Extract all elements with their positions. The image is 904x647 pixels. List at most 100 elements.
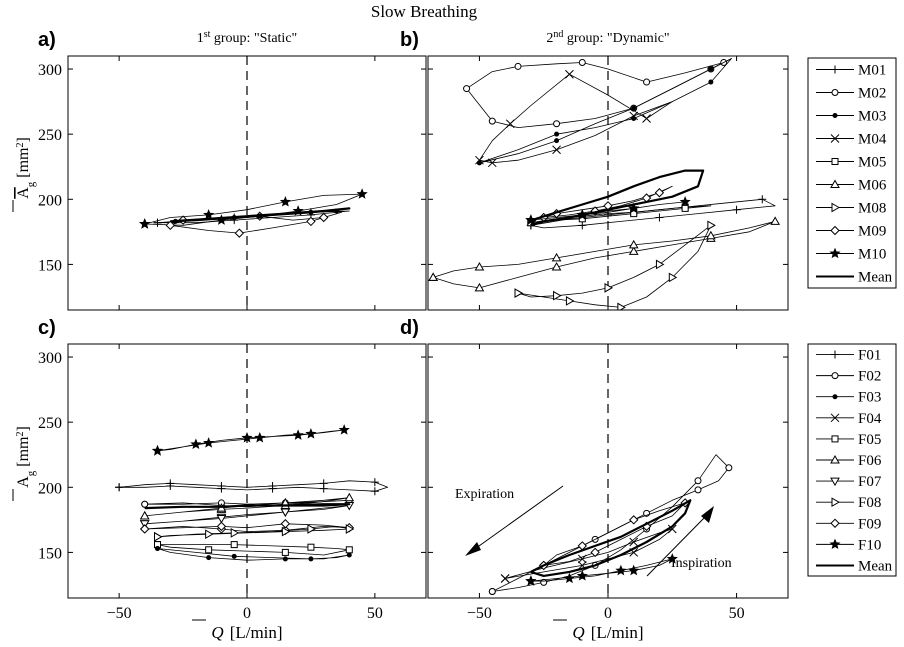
y-tick-label: 250	[38, 127, 62, 144]
legend-label: F10	[858, 537, 881, 553]
legend-label: M05	[858, 155, 886, 171]
legend-frame	[807, 57, 897, 289]
marker-m01	[655, 213, 664, 222]
marker-f05	[205, 546, 213, 554]
marker-m02	[578, 59, 586, 67]
series-group	[428, 58, 781, 310]
legend-marker	[830, 179, 840, 188]
legend-marker	[830, 477, 840, 487]
svg-text:Ag[mm2]: Ag[mm2]	[15, 426, 38, 488]
marker-f02	[725, 464, 733, 472]
legend-item: M01	[816, 63, 886, 79]
legend-label: Mean	[858, 270, 893, 286]
series-group	[139, 188, 368, 238]
marker-f07	[280, 508, 291, 518]
marker-m04	[475, 155, 484, 165]
x-tick-label: −50	[467, 605, 492, 622]
marker-m08	[604, 282, 614, 293]
marker-f09	[590, 547, 600, 558]
legend-label: M03	[858, 109, 886, 125]
marker-m08	[553, 290, 562, 301]
series-group	[115, 424, 389, 562]
marker-m04	[642, 114, 651, 123]
legend-marker	[831, 435, 839, 443]
legend-marker	[830, 454, 840, 464]
legend-item: F04	[816, 411, 882, 427]
marker-f06	[344, 492, 355, 502]
marker-m10	[356, 188, 368, 199]
legend-marker	[832, 394, 838, 400]
legend-item: F10	[816, 537, 881, 553]
series-m08	[517, 224, 712, 308]
panel-title-static: 1st group: "Static"	[197, 29, 298, 47]
legend-top: M01 M02 M03 M04 M05 M06 M08 M09 M10 Mean	[807, 57, 897, 289]
panel-d: −50 0 50	[427, 343, 789, 622]
expiration-arrow-head	[465, 542, 481, 556]
series-mean	[530, 499, 692, 578]
marker-f02	[694, 486, 702, 494]
x-tick-label: 0	[243, 605, 251, 622]
legend-marker	[832, 113, 838, 118]
marker-f03	[308, 556, 314, 562]
marker-f10	[254, 431, 266, 443]
marker-f07	[216, 515, 227, 524]
marker-m03	[708, 66, 714, 72]
marker-m08	[668, 272, 678, 283]
marker-f08	[230, 528, 240, 538]
legend-marker	[830, 134, 840, 143]
legend-item: M08	[816, 201, 886, 217]
marker-f02	[488, 587, 496, 595]
y-tick-label: 150	[38, 257, 62, 274]
marker-m10	[279, 196, 291, 207]
panel-label-b: b)	[400, 29, 419, 51]
marker-f10	[190, 438, 202, 449]
legend-item: F06	[816, 453, 882, 469]
marker-m10	[203, 209, 215, 220]
marker-m06	[628, 239, 639, 249]
marker-m06	[705, 230, 716, 240]
x-axis-label-left: Q [L/min]	[192, 619, 283, 642]
x-tick-label: −50	[107, 605, 132, 622]
annotation-expiration: Expiration	[455, 487, 514, 502]
marker-f04	[629, 537, 639, 547]
series-m02	[466, 58, 732, 128]
legend-item: Mean	[816, 270, 893, 286]
svg-text:Q[L/min]: Q [L/min]	[211, 623, 282, 642]
marker-m04	[552, 145, 561, 155]
series-group	[488, 454, 733, 595]
series-f01	[119, 480, 389, 492]
svg-text:Ag[mm2]: Ag[mm2]	[15, 137, 38, 199]
series-m05	[530, 205, 712, 224]
marker-m03	[631, 105, 637, 111]
marker-f04	[500, 574, 510, 583]
series-m09	[543, 185, 673, 218]
marker-m10	[139, 218, 151, 229]
marker-m03	[554, 131, 560, 137]
marker-f09	[140, 524, 150, 534]
legend-label: Mean	[858, 558, 893, 574]
marker-f10	[628, 564, 640, 576]
marker-m02	[553, 120, 561, 128]
legend-item: M04	[816, 132, 887, 148]
legend-marker	[829, 247, 841, 259]
marker-m01	[732, 205, 741, 214]
marker-f10	[305, 428, 317, 439]
legend-item: Mean	[816, 558, 893, 574]
marker-f01	[115, 483, 124, 492]
marker-f08	[281, 526, 291, 537]
marker-m09	[319, 212, 329, 223]
marker-m06	[770, 216, 781, 225]
inspiration-arrow-head	[701, 506, 714, 523]
y-tick-label: 250	[38, 415, 62, 432]
y-tick-label: 200	[38, 480, 62, 497]
legend-item: F02	[816, 369, 881, 385]
marker-f01	[268, 484, 277, 493]
legend-marker	[831, 158, 839, 165]
marker-m01	[153, 218, 162, 227]
legend-label: F09	[858, 516, 881, 532]
marker-f10	[338, 424, 350, 435]
y-axis-label-top: Ag[mm2]	[12, 137, 38, 212]
legend-label: F02	[858, 369, 881, 385]
marker-f01	[370, 478, 379, 487]
